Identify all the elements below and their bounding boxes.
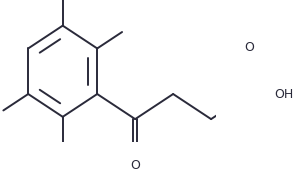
Text: O: O: [244, 41, 254, 54]
Text: O: O: [130, 159, 140, 171]
Text: OH: OH: [274, 88, 293, 101]
